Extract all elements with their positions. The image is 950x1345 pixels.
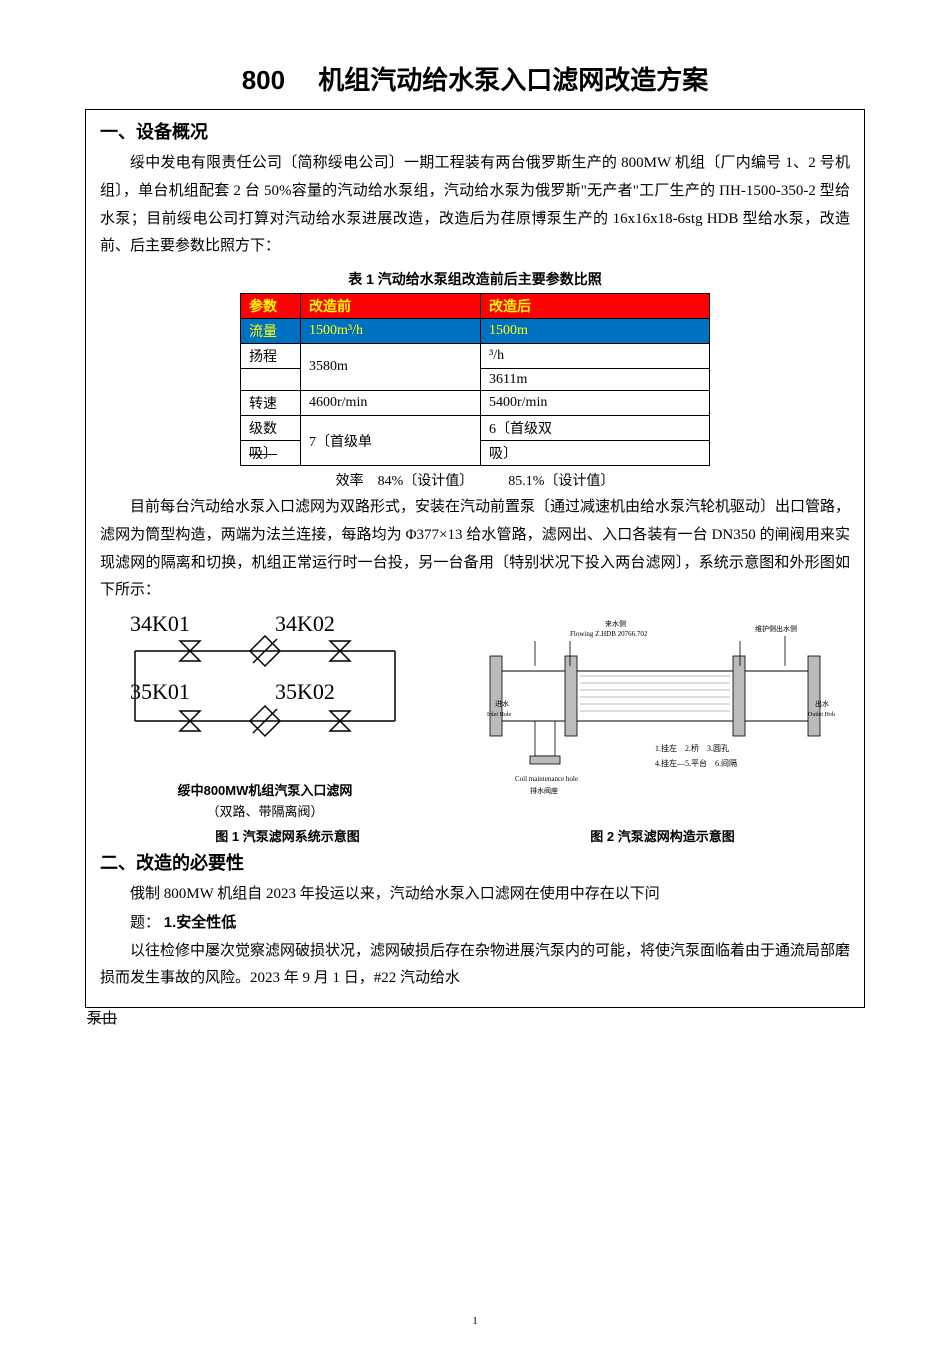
label-34k01: 34K01 <box>130 611 190 637</box>
section1-p1: 绥中发电有限责任公司〔简称绥电公司〕一期工程装有两台俄罗斯生产的 800MW 机… <box>100 150 850 261</box>
svg-text:1.挂左 2.桥 3.圆孔: 1.挂左 2.桥 3.圆孔 <box>655 743 729 753</box>
section2-p1b: 题： 1.安全性低 <box>100 909 850 938</box>
cell: 5400r/min <box>481 391 710 416</box>
page-number: 1 <box>0 1315 950 1327</box>
row-stages: 级数 7〔首级单 6〔首级双 <box>241 416 710 441</box>
th-before: 改造前 <box>301 294 481 319</box>
fig1-caption: 图 1 汽泵滤网系统示意图 <box>215 826 359 845</box>
svg-text:Inlet Hole: Inlet Hole <box>487 712 511 718</box>
cell: 3580m <box>301 344 481 391</box>
row-speed: 转速 4600r/min 5400r/min <box>241 391 710 416</box>
param-table: 参数 改造前 改造后 流量 1500m³/h 1500m 扬程 3580m ³/… <box>240 293 710 466</box>
section1-p2: 目前每台汽动给水泵入口滤网为双路形式，安装在汽动前置泵〔通过减速机由给水泵汽轮机… <box>100 494 850 605</box>
section2-p3: 泵由 <box>87 1006 865 1034</box>
cell: 7〔首级单 <box>301 416 481 466</box>
cell: 转速 <box>241 391 301 416</box>
cell: 6〔首级双 <box>481 416 710 441</box>
svg-text:Outlet Hole: Outlet Hole <box>808 712 835 718</box>
cell: 1500m <box>481 319 710 344</box>
cell: 级数 <box>241 416 301 441</box>
fig1-sub1: 绥中800MW机组汽泵入口滤网 <box>100 780 430 799</box>
cell: 吸〕 <box>241 441 301 466</box>
svg-text:排水阀座: 排水阀座 <box>530 786 558 795</box>
svg-text:出水: 出水 <box>815 699 829 708</box>
figures-row: 34K01 34K02 35K01 35K02 绥中800MW机组汽泵入口滤网 … <box>100 611 850 820</box>
cell <box>241 369 301 391</box>
cell: ³/h <box>481 344 710 369</box>
row-head: 扬程 3580m ³/h <box>241 344 710 369</box>
cell: 扬程 <box>241 344 301 369</box>
section2-p1b-text: 题： <box>130 915 160 931</box>
content-box: 一、设备概况 绥中发电有限责任公司〔简称绥电公司〕一期工程装有两台俄罗斯生产的 … <box>85 109 865 1008</box>
label-35k01: 35K01 <box>130 679 190 705</box>
label-35k02: 35K02 <box>275 679 335 705</box>
cell: 4600r/min <box>301 391 481 416</box>
section2-p2: 以往检修中屡次觉察滤网破损状况，滤网破损后存在杂物进展汽泵内的可能，将使汽泵面临… <box>100 938 850 994</box>
svg-text:Coil maintenance hole: Coil maintenance hole <box>515 775 578 783</box>
efficiency-row: 效率 84%〔设计值〕 85.1%〔设计值〕 <box>100 470 850 490</box>
fig2-caption: 图 2 汽泵滤网构造示意图 <box>590 826 734 845</box>
section2-sub1: 1.安全性低 <box>164 914 237 931</box>
label-34k02: 34K02 <box>275 611 335 637</box>
section1-heading: 一、设备概况 <box>100 118 850 144</box>
th-param: 参数 <box>241 294 301 319</box>
table-header-row: 参数 改造前 改造后 <box>241 294 710 319</box>
section2-heading: 二、改造的必要性 <box>100 849 850 875</box>
fig-captions: 图 1 汽泵滤网系统示意图 图 2 汽泵滤网构造示意图 <box>100 826 850 845</box>
fig1: 34K01 34K02 35K01 35K02 绥中800MW机组汽泵入口滤网 … <box>100 611 430 820</box>
cell: 流量 <box>241 319 301 344</box>
cell: 1500m³/h <box>301 319 481 344</box>
fig1-sub2: （双路、带隔离阀） <box>100 801 430 820</box>
th-after: 改造后 <box>481 294 710 319</box>
table1-caption: 表 1 汽动给水泵组改造前后主要参数比照 <box>100 269 850 289</box>
page-title: 800 机组汽动给水泵入口滤网改造方案 <box>85 60 865 97</box>
svg-text:4.挂左—5.平台 6.间隔: 4.挂左—5.平台 6.间隔 <box>655 758 737 768</box>
fig2: 来水侧 Flowing Z.HDB 20766.702 维护侧出水侧 进水 In… <box>460 611 850 806</box>
svg-text:Flowing Z.HDB 20766.702: Flowing Z.HDB 20766.702 <box>570 630 648 638</box>
svg-text:来水侧: 来水侧 <box>605 619 626 628</box>
row-flow: 流量 1500m³/h 1500m <box>241 319 710 344</box>
svg-text:进水: 进水 <box>495 699 509 708</box>
cell: 吸〕 <box>481 441 710 466</box>
section2-p1: 俄制 800MW 机组自 2023 年投运以来，汽动给水泵入口滤网在使用中存在以… <box>100 881 850 909</box>
svg-text:维护侧出水侧: 维护侧出水侧 <box>755 624 797 633</box>
fig2-svg: 来水侧 Flowing Z.HDB 20766.702 维护侧出水侧 进水 In… <box>475 611 835 801</box>
cell: 3611m <box>481 369 710 391</box>
